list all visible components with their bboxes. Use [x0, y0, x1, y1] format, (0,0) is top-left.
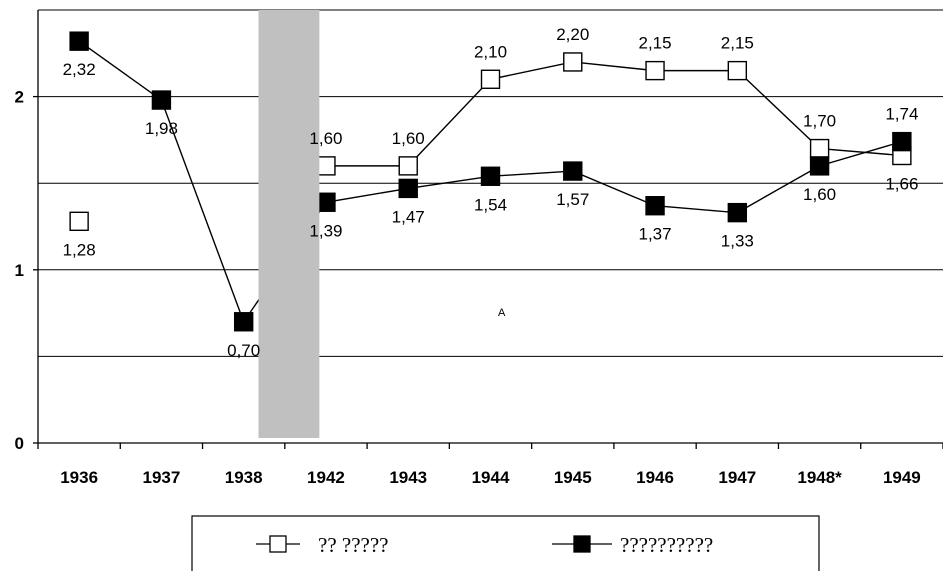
data-point-2 — [892, 131, 912, 152]
data-point-1 — [645, 60, 665, 81]
x-tick-label: 1948* — [797, 468, 842, 487]
x-tick-label: 1937 — [142, 468, 180, 487]
data-point-1 — [809, 138, 830, 159]
x-tick-label: 1942 — [307, 468, 345, 487]
data-point-1 — [563, 52, 583, 72]
data-label: 1,54 — [474, 195, 507, 214]
data-label: 1,70 — [803, 112, 836, 131]
data-label: 1,37 — [638, 225, 671, 244]
data-label: 2,15 — [721, 34, 754, 53]
legend-marker-open-square — [269, 535, 287, 553]
data-label: 1,47 — [392, 207, 425, 226]
series-line-1 — [325, 61, 902, 167]
series — [69, 31, 912, 332]
data-labels: 1,28 1,60 1,60 2,10 2,20 2,15 2,15 1,70 1,66 2,32… — [63, 25, 919, 360]
data-point-1 — [316, 156, 336, 176]
data-point-2 — [398, 178, 418, 199]
data-label: 1,57 — [556, 190, 589, 209]
x-tick-label: 1944 — [472, 468, 510, 487]
legend-label-series-2: ?????????? — [620, 533, 713, 557]
x-tick-label: 1943 — [389, 468, 427, 487]
annotation: A — [498, 307, 506, 319]
x-tick-label: 1947 — [718, 468, 756, 487]
data-label: 1,33 — [721, 232, 754, 251]
data-point-2 — [727, 202, 748, 223]
x-tick-label: 1936 — [60, 468, 98, 487]
legend-marker-filled-square — [573, 535, 591, 553]
legend: ?? ????? ?????????? — [191, 515, 820, 571]
data-label: 1,60 — [392, 129, 425, 148]
shaded-region — [258, 10, 320, 438]
x-tick-label: 1949 — [883, 468, 921, 487]
x-tick-label: 1945 — [554, 468, 592, 487]
data-label: 1,60 — [309, 129, 342, 148]
y-tick-label: 0 — [15, 434, 24, 453]
legend-entry-series-2: ?????????? — [552, 533, 713, 557]
data-label: 1,28 — [63, 240, 96, 259]
y-tick-label: 2 — [15, 88, 24, 107]
data-point-1 — [398, 156, 418, 176]
data-point-2 — [233, 312, 254, 332]
data-label: 2,15 — [638, 34, 671, 53]
data-point-1 — [480, 69, 501, 89]
data-point-1 — [727, 60, 748, 81]
y-tick-label: 1 — [15, 261, 24, 280]
data-label: 2,32 — [63, 60, 96, 79]
axes: 0 1 2 1936 1937 1938 1942 1943 1944 1945 1946 1947 1… — [15, 10, 943, 487]
x-tick-label: 1946 — [636, 468, 674, 487]
data-label: 1,98 — [145, 119, 178, 138]
legend-label-series-1: ?? ????? — [318, 533, 389, 557]
legend-entry-series-1: ?? ????? — [256, 533, 389, 557]
data-label: 1,74 — [885, 105, 918, 124]
data-point-2 — [809, 156, 830, 176]
data-point-2 — [645, 196, 665, 216]
data-point-2 — [69, 31, 89, 51]
data-label: 2,10 — [474, 42, 507, 61]
data-label: 1,66 — [885, 174, 918, 193]
data-point-2 — [563, 161, 583, 181]
data-point-2 — [316, 192, 336, 212]
data-point-2 — [480, 166, 501, 186]
data-label: 1,39 — [309, 221, 342, 240]
data-label: 2,20 — [556, 25, 589, 44]
x-tick-label: 1938 — [225, 468, 263, 487]
data-label: 0,70 — [227, 341, 260, 360]
data-point-1 — [69, 211, 89, 232]
data-label: 1,60 — [803, 185, 836, 204]
data-point-2 — [151, 90, 172, 110]
shaded-band — [258, 10, 320, 438]
